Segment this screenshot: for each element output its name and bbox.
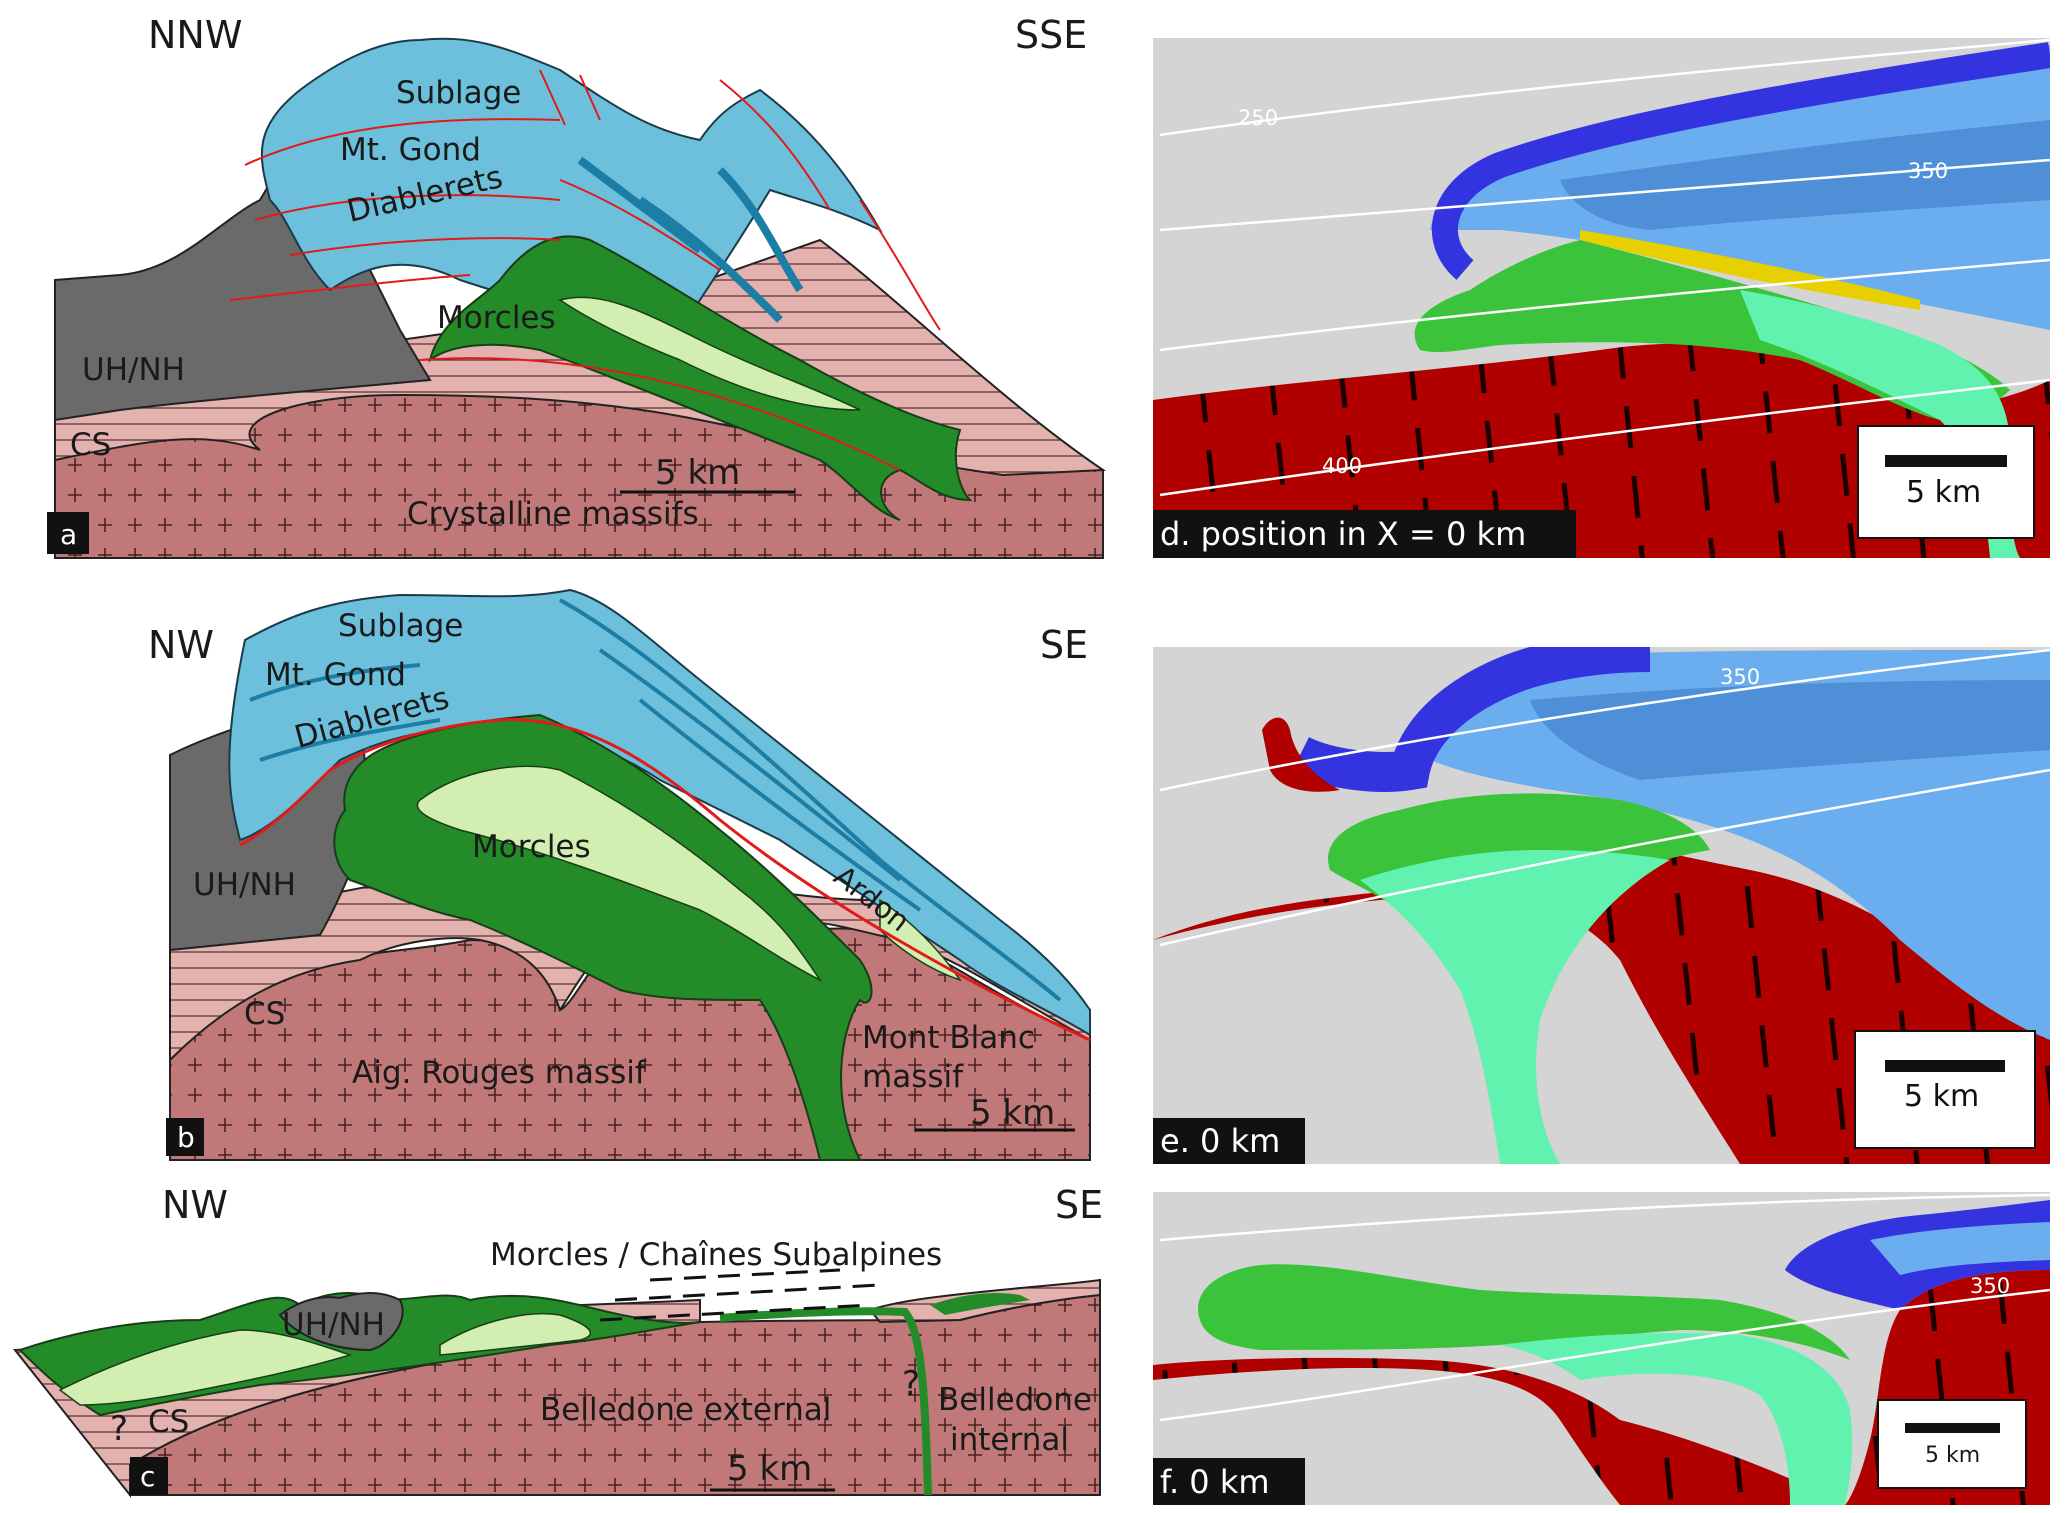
label-sublage-b: Sublage	[338, 608, 463, 644]
panel-c: NW SE Morcles / Chaînes Subalpines UH/NH…	[13, 1183, 1103, 1498]
isotherm-350-e: 350	[1720, 665, 1760, 689]
direction-right-a: SSE	[1015, 13, 1087, 57]
scale-label-a: 5 km	[655, 453, 740, 493]
morcles-thin-c-right	[930, 1293, 1030, 1315]
thrust-faults-b	[239, 718, 1091, 1042]
label-uh-nh-c: UH/NH	[282, 1307, 385, 1343]
direction-left-b: NW	[148, 623, 214, 667]
model-isotherms-e	[1159, 648, 2050, 947]
label-aig-rouges-b: Aig. Rouges massif	[352, 1055, 647, 1091]
scale-bar-e	[1885, 1060, 2005, 1072]
panel-letter-a: a	[60, 518, 77, 551]
scale-box-d	[1857, 425, 2035, 539]
morcles-light-b	[416, 765, 823, 982]
thrust-faults-a	[229, 69, 941, 471]
panel-b: NW SE Sublage Mt. Gond Diablerets Morcle…	[148, 588, 1091, 1161]
scale-box-f	[1877, 1399, 2027, 1489]
isotherm-350-d: 350	[1908, 159, 1948, 183]
label-mt-gond-a: Mt. Gond	[340, 132, 481, 168]
label-belledone-internal-c: Belledone	[938, 1382, 1092, 1418]
panel-letter-box-a	[47, 512, 89, 554]
scale-label-c: 5 km	[727, 1449, 812, 1489]
caption-f: f. 0 km	[1160, 1463, 1270, 1501]
panel-a: NNW SSE Sublage Mt. Gond Diablerets Morc…	[47, 13, 1107, 559]
panel-letter-box-c	[130, 1457, 168, 1495]
caption-box-e	[1153, 1118, 1305, 1164]
label-cs-b: CS	[244, 996, 285, 1032]
model-blue-dark-d	[1431, 42, 2050, 280]
scale-bar-d	[1885, 455, 2007, 467]
scale-box-e	[1854, 1030, 2036, 1149]
helvetic-nappes-b	[228, 588, 1091, 1037]
label-sublage-a: Sublage	[396, 75, 521, 111]
panel-letter-c: c	[140, 1460, 155, 1493]
panel-d: 250 350 400 d. position in X = 0 km 5 km	[1153, 38, 2050, 558]
model-green-light-d	[1740, 290, 2020, 558]
scale-label-d: 5 km	[1906, 475, 1981, 510]
scale-bar-f	[1905, 1423, 2000, 1433]
direction-left-a: NNW	[148, 13, 242, 57]
scale-label-e: 5 km	[1904, 1079, 1979, 1114]
model-green-light-e	[1360, 850, 1670, 1164]
caption-box-f	[1153, 1458, 1305, 1505]
scale-label-f: 5 km	[1925, 1443, 1980, 1468]
panel-letter-box-b	[166, 1118, 204, 1156]
morcles-light-a	[558, 296, 861, 411]
caption-box-d	[1153, 510, 1576, 558]
model-basement-e	[1153, 840, 2050, 1164]
model-blue-mid-e	[1530, 680, 2050, 780]
caption-e: e. 0 km	[1160, 1122, 1280, 1160]
label-morcles-b: Morcles	[472, 829, 591, 865]
morcles-light-c	[58, 1329, 353, 1406]
isotherm-400-d: 400	[1322, 454, 1362, 478]
direction-left-c: NW	[162, 1183, 228, 1227]
label-question-c-2: ?	[902, 1364, 920, 1404]
label-mont-blanc-massif-b: massif	[862, 1059, 964, 1095]
label-uh-nh-a: UH/NH	[82, 352, 185, 388]
model-blue-light-f	[1870, 1222, 2050, 1275]
isotherm-350-f: 350	[1970, 1274, 2010, 1298]
uh-nh-c	[278, 1292, 404, 1352]
panel-letter-b: b	[177, 1121, 195, 1154]
model-blue-dark-e	[1291, 647, 1651, 792]
direction-right-c: SE	[1055, 1183, 1103, 1227]
label-mont-blanc-b: Mont Blanc	[862, 1020, 1035, 1056]
isotherm-250-d: 250	[1238, 106, 1278, 130]
panel-f: 350 f. 0 km 5 km	[1153, 1192, 2050, 1505]
label-crystalline-a: Crystalline massifs	[407, 496, 699, 532]
model-blue-mid-d	[1560, 120, 2050, 230]
morcles-light-c-2	[439, 1313, 592, 1356]
caption-d: d. position in X = 0 km	[1160, 515, 1526, 553]
model-red-tip-e	[1262, 717, 1340, 792]
helvetic-dark-layers-a	[577, 156, 804, 323]
scale-label-b: 5 km	[970, 1093, 1055, 1133]
model-isotherms-f	[1159, 1193, 2050, 1422]
helvetic-dark-layers-b	[249, 598, 1062, 1002]
morcles-thin-c	[719, 1307, 932, 1496]
ardon-light-b	[879, 898, 962, 982]
label-morcles-a: Morcles	[437, 300, 556, 336]
model-green-light-f	[1500, 1333, 1853, 1505]
label-cs-a: CS	[70, 427, 111, 463]
label-belledone-internal-2-c: internal	[950, 1422, 1069, 1458]
label-mt-gond-b: Mt. Gond	[265, 657, 406, 693]
model-yellow-d	[1580, 230, 1920, 310]
label-uh-nh-b: UH/NH	[193, 867, 296, 903]
direction-right-b: SE	[1040, 623, 1088, 667]
label-question-c-1: ?	[110, 1409, 128, 1449]
projected-units-c	[599, 1268, 881, 1322]
label-belledone-external-c: Belledone external	[540, 1392, 831, 1428]
morcles-nappe-a	[428, 235, 973, 521]
panel-e: 350 e. 0 km 5 km	[1153, 647, 2050, 1164]
model-basement-d	[1153, 343, 2050, 558]
model-green-f	[1198, 1264, 1850, 1360]
label-morcles-chaines-c: Morcles / Chaînes Subalpines	[490, 1237, 942, 1273]
label-cs-c: CS	[148, 1404, 189, 1440]
